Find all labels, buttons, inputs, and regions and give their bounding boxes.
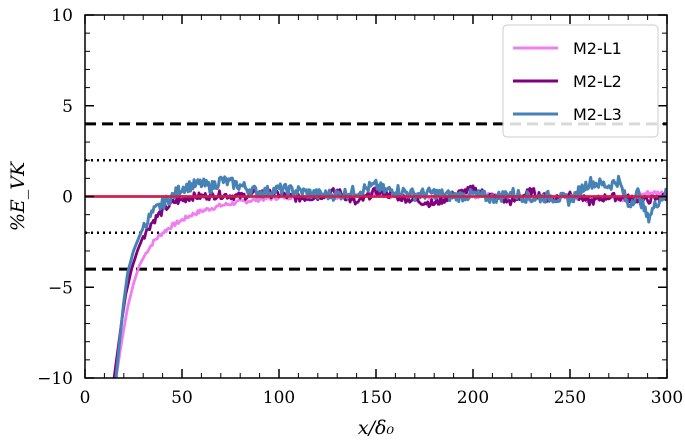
legend-label-m2-l3: M2-L3 <box>573 105 622 124</box>
legend: M2-L1 M2-L2 M2-L3 <box>502 24 659 138</box>
legend-box <box>502 24 659 138</box>
x-tick-label: 200 <box>457 388 489 408</box>
x-tick-label: 100 <box>263 388 295 408</box>
y-tick-label: 0 <box>62 188 73 208</box>
y-tick-label: −5 <box>48 278 73 298</box>
y-tick-label: 10 <box>51 6 73 26</box>
x-tick-label: 250 <box>554 388 586 408</box>
x-tick-label: 150 <box>360 388 392 408</box>
x-tick-label: 0 <box>80 388 91 408</box>
legend-label-m2-l1: M2-L1 <box>573 39 622 58</box>
legend-label-m2-l2: M2-L2 <box>573 72 622 91</box>
x-tick-label: 300 <box>651 388 683 408</box>
series-line-m2-l1 <box>114 189 667 378</box>
series-line-m2-l3 <box>114 174 667 378</box>
y-tick-label: −10 <box>37 369 73 389</box>
x-axis-label: x/δ₀ <box>358 417 395 439</box>
y-tick-label: 5 <box>62 97 73 117</box>
y-axis-label: %E_VK <box>7 160 29 231</box>
x-tick-label: 50 <box>171 388 193 408</box>
